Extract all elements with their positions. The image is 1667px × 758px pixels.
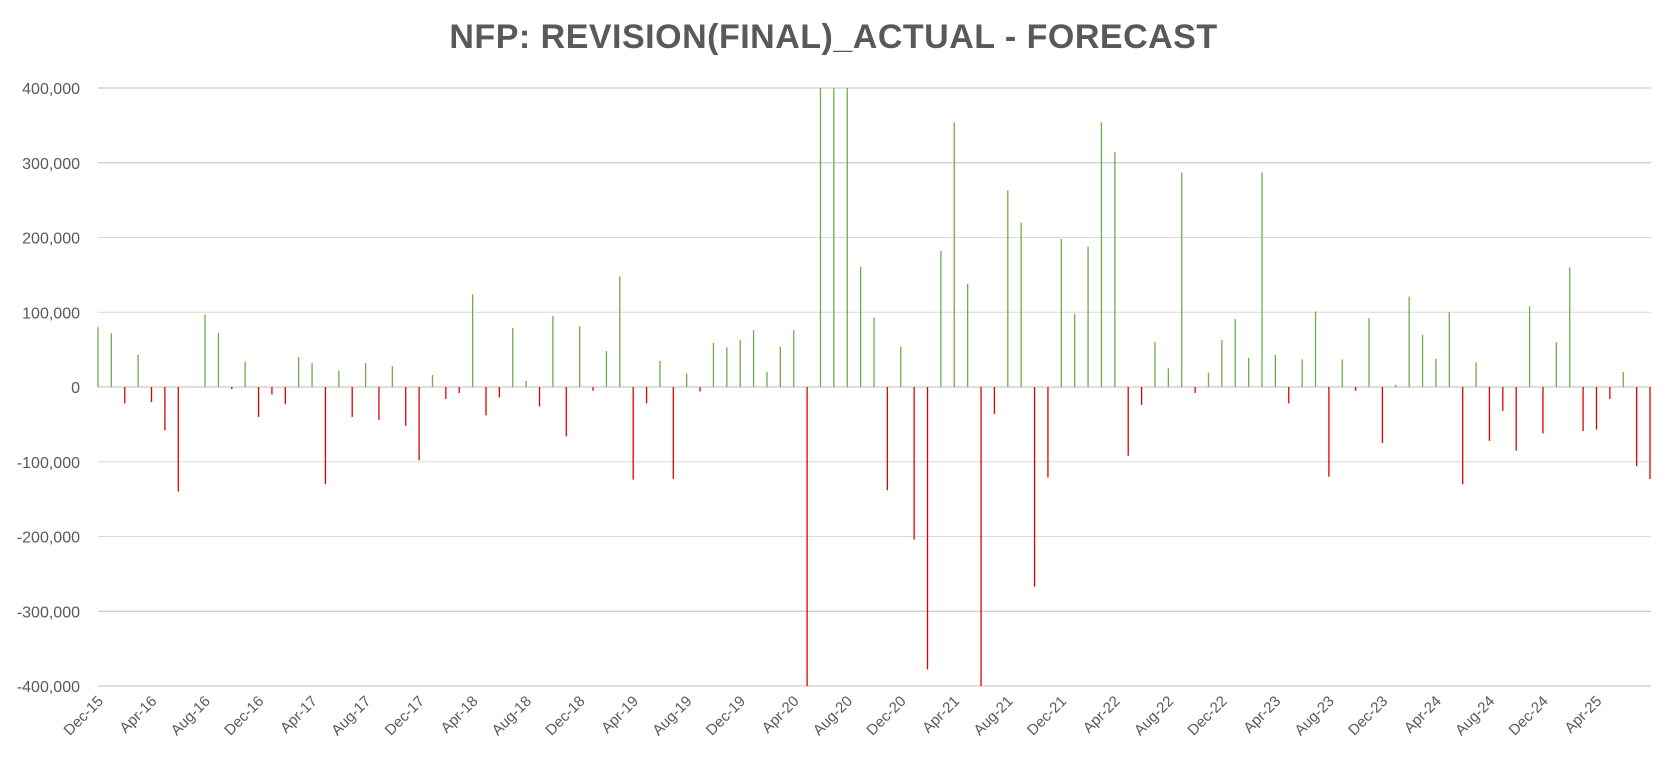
y-tick-label: 0 [71,380,80,397]
x-tick-label: Apr-22 [1080,693,1124,737]
x-tick-label: Dec-20 [863,693,909,739]
x-tick-label: Apr-16 [116,693,160,737]
x-tick-label: Dec-22 [1184,693,1230,739]
x-tick-label: Dec-24 [1506,693,1552,739]
y-tick-label: -400,000 [17,679,80,696]
y-tick-label: 100,000 [22,305,80,322]
x-tick-label: Dec-21 [1024,693,1070,739]
x-tick-label: Dec-18 [542,693,588,739]
x-tick-label: Aug-16 [168,693,214,739]
y-tick-label: 400,000 [22,81,80,98]
x-tick-label: Apr-21 [919,693,963,737]
y-tick-label: -300,000 [17,604,80,621]
chart-title: NFP: REVISION(FINAL)_ACTUAL - FORECAST [449,18,1218,56]
x-tick-label: Aug-24 [1452,693,1498,739]
x-tick-label: Apr-17 [277,693,321,737]
x-tick-label: Dec-15 [61,693,107,739]
x-tick-label: Aug-21 [970,693,1016,739]
x-tick-label: Apr-25 [1561,693,1605,737]
x-tick-label: Aug-22 [1131,693,1177,739]
x-tick-label: Apr-23 [1240,693,1284,737]
x-tick-label: Aug-18 [489,693,535,739]
x-tick-label: Dec-17 [382,693,428,739]
x-tick-label: Apr-20 [759,693,803,737]
x-tick-label: Aug-17 [328,693,374,739]
y-tick-label: 300,000 [22,156,80,173]
y-tick-label: -200,000 [17,530,80,547]
x-tick-label: Apr-18 [438,693,482,737]
x-tick-label: Dec-23 [1345,693,1391,739]
x-tick-label: Apr-19 [598,693,642,737]
x-tick-label: Apr-24 [1401,693,1445,737]
x-tick-label: Dec-19 [703,693,749,739]
x-tick-label: Aug-20 [810,693,856,739]
y-tick-label: 200,000 [22,231,80,248]
x-tick-label: Aug-23 [1291,693,1337,739]
x-tick-label: Aug-19 [649,693,695,739]
y-tick-label: -100,000 [17,455,80,472]
x-tick-label: Dec-16 [221,693,267,739]
